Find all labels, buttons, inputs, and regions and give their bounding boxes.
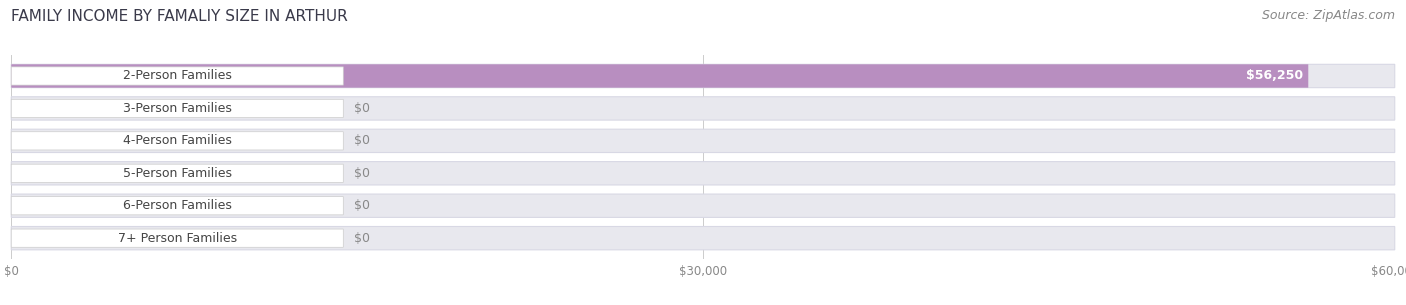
Text: 7+ Person Families: 7+ Person Families	[118, 232, 236, 245]
Text: $0: $0	[354, 135, 370, 147]
Text: $0: $0	[354, 232, 370, 245]
Text: $0: $0	[354, 167, 370, 180]
FancyBboxPatch shape	[11, 132, 343, 150]
FancyBboxPatch shape	[11, 197, 343, 215]
FancyBboxPatch shape	[11, 67, 343, 85]
Text: $56,250: $56,250	[1246, 70, 1303, 82]
FancyBboxPatch shape	[11, 64, 1395, 88]
Text: $0: $0	[354, 102, 370, 115]
Text: $0: $0	[354, 199, 370, 212]
FancyBboxPatch shape	[11, 97, 1395, 120]
Text: 3-Person Families: 3-Person Families	[122, 102, 232, 115]
FancyBboxPatch shape	[11, 129, 1395, 152]
FancyBboxPatch shape	[11, 164, 343, 182]
FancyBboxPatch shape	[11, 229, 343, 247]
FancyBboxPatch shape	[11, 162, 1395, 185]
Text: 5-Person Families: 5-Person Families	[122, 167, 232, 180]
FancyBboxPatch shape	[11, 194, 1395, 217]
Text: 2-Person Families: 2-Person Families	[122, 70, 232, 82]
Text: Source: ZipAtlas.com: Source: ZipAtlas.com	[1261, 9, 1395, 22]
Text: 4-Person Families: 4-Person Families	[122, 135, 232, 147]
Text: FAMILY INCOME BY FAMALIY SIZE IN ARTHUR: FAMILY INCOME BY FAMALIY SIZE IN ARTHUR	[11, 9, 349, 24]
FancyBboxPatch shape	[11, 64, 1309, 88]
FancyBboxPatch shape	[11, 227, 1395, 250]
FancyBboxPatch shape	[11, 99, 343, 117]
Text: 6-Person Families: 6-Person Families	[122, 199, 232, 212]
